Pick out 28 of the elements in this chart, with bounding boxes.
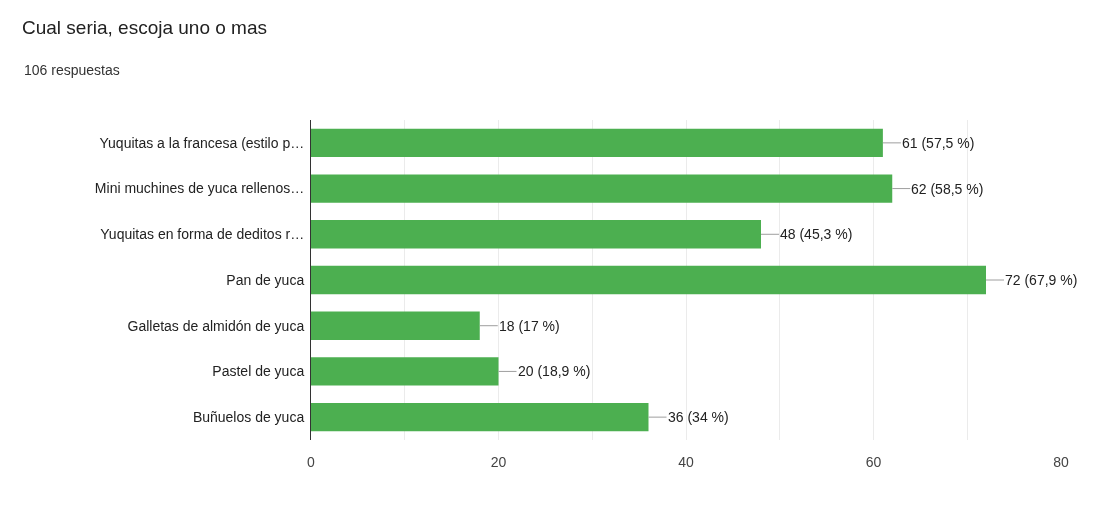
- y-tick-label: Pastel de yuca: [212, 363, 305, 380]
- data-label: 72 (67,9 %): [1005, 272, 1078, 288]
- y-tick-label: Mini muchines de yuca rellenos…: [94, 180, 305, 197]
- y-tick-label: Galletas de almidón de yuca: [127, 317, 305, 334]
- data-label: 61 (57,5 %): [902, 135, 975, 151]
- bar: [311, 128, 883, 158]
- data-label: 18 (17 %): [499, 318, 560, 334]
- x-tick-label: 60: [865, 454, 882, 470]
- y-tick-label: Yuquitas a la francesa (estilo p…: [99, 134, 305, 151]
- data-label: 36 (34 %): [668, 409, 729, 425]
- bar: [311, 357, 499, 386]
- x-tick-label: 0: [307, 454, 316, 470]
- y-tick-label: Pan de yuca: [226, 271, 305, 288]
- text: Cual seria, escoja uno o mas: [22, 16, 268, 38]
- data-label: 20 (18,9 %): [518, 363, 591, 379]
- x-tick-label: 20: [490, 454, 507, 470]
- x-tick-label: 80: [1053, 454, 1069, 470]
- y-tick-label: Yuquitas en forma de deditos r…: [100, 226, 305, 243]
- text: 106 respuestas: [24, 62, 120, 78]
- bar: [311, 402, 649, 432]
- data-label: 48 (45,3 %): [780, 226, 853, 242]
- bar: [311, 311, 480, 340]
- bar: [311, 174, 893, 203]
- x-tick-label: 40: [678, 454, 694, 470]
- bar: [311, 265, 986, 295]
- y-tick-label: Buñuelos de yuca: [192, 409, 305, 426]
- bar: [311, 220, 761, 249]
- data-label: 62 (58,5 %): [911, 181, 984, 197]
